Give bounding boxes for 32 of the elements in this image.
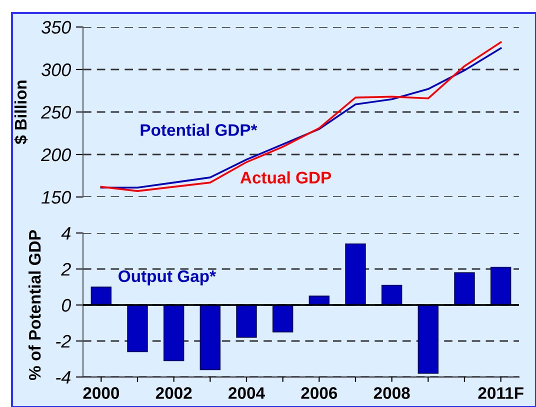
y-tick-label: 250 xyxy=(40,106,72,119)
x-tick-label: 2011F xyxy=(478,387,524,399)
bar xyxy=(127,304,148,352)
bar xyxy=(200,304,221,370)
bar xyxy=(454,272,475,306)
y-tick-label: 4 xyxy=(61,227,71,240)
bar xyxy=(272,304,294,332)
x-tick-label: 2002 xyxy=(156,387,192,399)
series-label: Potential GDP* xyxy=(140,124,258,136)
bar xyxy=(90,286,112,306)
y-tick-label: 300 xyxy=(41,63,72,76)
bar xyxy=(381,284,402,306)
y-tick-label: -2 xyxy=(56,334,71,348)
y-axis-title: $ Billion xyxy=(14,80,28,144)
bar xyxy=(163,304,184,362)
y-tick-label: 0 xyxy=(62,298,72,312)
y-tick-label: 150 xyxy=(42,190,72,204)
bar xyxy=(345,243,366,306)
y-tick-label: 2 xyxy=(61,262,71,276)
x-tick-label: 2000 xyxy=(83,387,120,399)
series-label: Output Gap* xyxy=(118,270,216,286)
series-label: Actual GDP xyxy=(240,171,332,184)
bar xyxy=(490,266,512,306)
y-tick-label: 350 xyxy=(41,20,72,34)
x-tick-label: 2008 xyxy=(374,387,410,399)
y-tick-label: -4 xyxy=(56,371,71,384)
bar xyxy=(236,304,257,338)
y-axis-title: % of Potential GDP xyxy=(28,230,41,380)
y-tick-label: 200 xyxy=(40,148,72,162)
x-tick-label: 2006 xyxy=(301,387,338,399)
x-tick-label: 2004 xyxy=(228,387,265,399)
bar xyxy=(418,304,439,374)
